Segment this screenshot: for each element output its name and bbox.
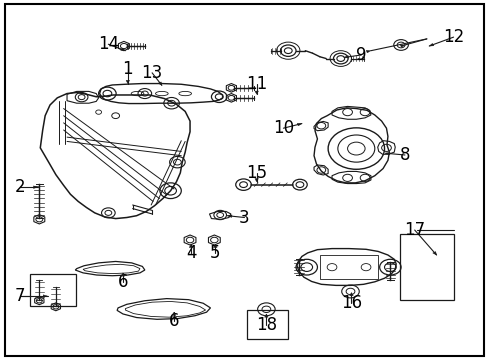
Text: 7: 7 bbox=[15, 287, 25, 305]
Text: 4: 4 bbox=[185, 244, 196, 262]
Text: 10: 10 bbox=[272, 119, 293, 137]
Text: 2: 2 bbox=[15, 178, 25, 196]
Polygon shape bbox=[297, 123, 301, 126]
Text: 8: 8 bbox=[399, 146, 409, 164]
Polygon shape bbox=[254, 179, 258, 182]
Polygon shape bbox=[428, 44, 433, 46]
Polygon shape bbox=[126, 80, 129, 84]
Text: 6: 6 bbox=[118, 273, 128, 291]
Polygon shape bbox=[344, 55, 348, 58]
Polygon shape bbox=[432, 252, 436, 255]
Polygon shape bbox=[189, 244, 192, 248]
Text: 3: 3 bbox=[239, 208, 249, 226]
Text: 5: 5 bbox=[210, 244, 220, 262]
Polygon shape bbox=[399, 45, 404, 47]
Bar bbox=[30, 274, 76, 306]
Polygon shape bbox=[227, 215, 232, 217]
Text: 13: 13 bbox=[141, 64, 163, 82]
Text: 1: 1 bbox=[122, 60, 133, 78]
Text: 6: 6 bbox=[168, 312, 179, 330]
Polygon shape bbox=[158, 82, 162, 85]
Text: 11: 11 bbox=[245, 75, 267, 93]
Polygon shape bbox=[349, 293, 352, 296]
Polygon shape bbox=[213, 244, 217, 248]
Polygon shape bbox=[121, 273, 124, 276]
Polygon shape bbox=[121, 48, 125, 51]
Polygon shape bbox=[33, 186, 38, 188]
Text: 17: 17 bbox=[403, 221, 425, 239]
Text: 9: 9 bbox=[355, 46, 366, 64]
Text: 16: 16 bbox=[340, 294, 361, 312]
Polygon shape bbox=[43, 295, 47, 297]
Text: 14: 14 bbox=[98, 35, 119, 53]
Polygon shape bbox=[254, 91, 258, 94]
Text: 18: 18 bbox=[255, 316, 276, 334]
Polygon shape bbox=[172, 312, 175, 315]
Polygon shape bbox=[366, 50, 370, 53]
Bar bbox=[246, 310, 287, 339]
Text: 12: 12 bbox=[442, 28, 463, 46]
Text: 15: 15 bbox=[245, 164, 266, 182]
Polygon shape bbox=[264, 314, 267, 317]
Bar bbox=[399, 234, 453, 300]
Polygon shape bbox=[385, 152, 389, 155]
